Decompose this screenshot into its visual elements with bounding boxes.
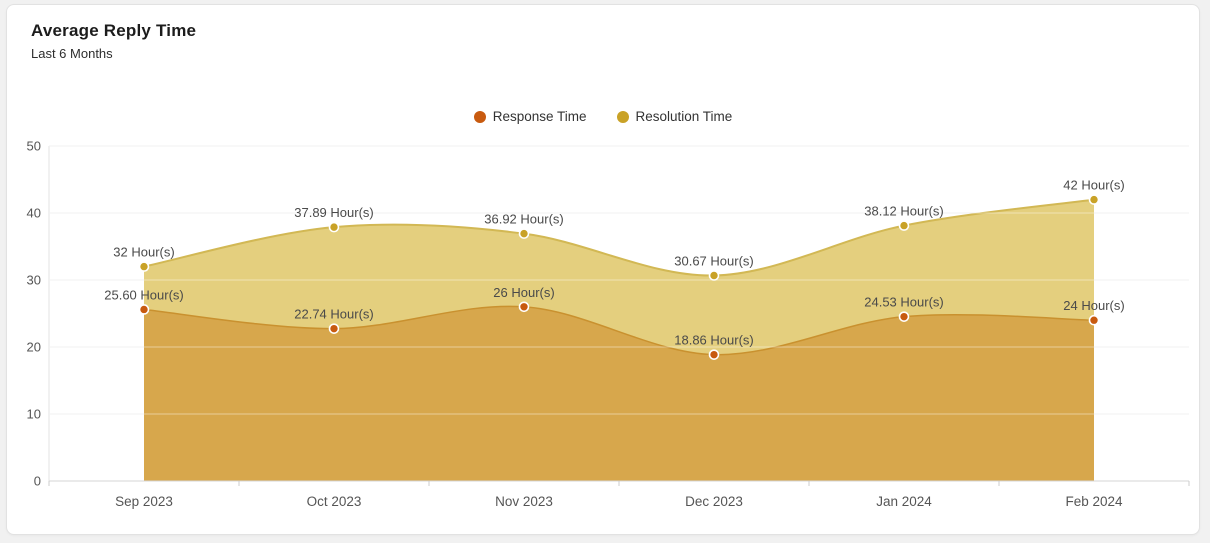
resolution-time-point[interactable]	[898, 220, 910, 231]
response-time-line	[143, 305, 1095, 356]
y-axis-label: 0	[34, 474, 41, 489]
average-reply-time-card: Average Reply Time Last 6 Months Respons…	[6, 4, 1200, 535]
x-axis-label: Dec 2023	[685, 494, 743, 509]
response-time-point[interactable]	[708, 349, 720, 360]
y-axis-label: 50	[27, 139, 41, 154]
response-time-point-label: 18.86 Hour(s)	[674, 333, 753, 348]
resolution-time-point[interactable]	[328, 221, 340, 233]
response-time-area	[144, 306, 1094, 481]
resolution-time-point[interactable]	[518, 228, 530, 239]
response-time-legend-dot-icon	[473, 110, 486, 123]
chart-legend: Response Time Resolution Time	[7, 109, 1199, 124]
page-title: Average Reply Time	[31, 21, 197, 40]
response-time-point-label: 25.60 Hour(s)	[104, 287, 183, 302]
response-time-point[interactable]	[138, 304, 150, 315]
resolution-time-point-label: 42 Hour(s)	[1063, 178, 1124, 193]
y-axis-label: 20	[27, 340, 41, 355]
response-time-point[interactable]	[1088, 314, 1100, 326]
response-time-point[interactable]	[328, 323, 340, 334]
y-axis-label: 30	[27, 273, 41, 288]
response-time-point-label: 24 Hour(s)	[1063, 298, 1124, 313]
legend-label: Response Time	[492, 109, 587, 124]
resolution-time-point-label: 36.92 Hour(s)	[484, 212, 563, 227]
resolution-time-point-label: 38.12 Hour(s)	[864, 204, 943, 219]
x-axis-label: Jan 2024	[876, 494, 932, 509]
response-time-point-label: 22.74 Hour(s)	[294, 307, 373, 322]
response-time-point[interactable]	[518, 301, 530, 313]
resolution-time-line	[143, 198, 1095, 277]
x-axis-label: Nov 2023	[495, 494, 553, 509]
reply-time-area-chart[interactable]: 25.60 Hour(s) 22.74 Hour(s) 26 Hour(s) 18.8…	[7, 5, 1200, 535]
resolution-time-point-label: 37.89 Hour(s)	[294, 205, 373, 220]
resolution-time-point-label: 32 Hour(s)	[113, 245, 174, 260]
x-axis-label: Oct 2023	[307, 494, 362, 509]
page-subtitle: Last 6 Months	[31, 46, 113, 61]
card-header: Average Reply Time Last 6 Months	[31, 21, 196, 61]
response-time-point-label: 24.53 Hour(s)	[864, 295, 943, 310]
legend-label: Resolution Time	[635, 109, 733, 124]
resolution-time-point-label: 30.67 Hour(s)	[674, 254, 753, 269]
x-axis-label: Feb 2024	[1065, 494, 1123, 509]
resolution-time-point[interactable]	[1088, 194, 1100, 205]
resolution-time-point[interactable]	[708, 270, 720, 281]
resolution-time-point[interactable]	[138, 261, 150, 272]
response-time-point-label: 26 Hour(s)	[493, 285, 554, 300]
resolution-time-legend-dot-icon	[616, 110, 629, 123]
y-axis-label: 10	[27, 407, 41, 422]
response-time-point[interactable]	[898, 311, 910, 322]
x-axis-label: Sep 2023	[115, 494, 173, 509]
legend-item-response-time[interactable]: Response Time	[473, 109, 587, 124]
legend-item-resolution-time[interactable]: Resolution Time	[616, 109, 733, 124]
y-axis-label: 40	[27, 206, 41, 221]
